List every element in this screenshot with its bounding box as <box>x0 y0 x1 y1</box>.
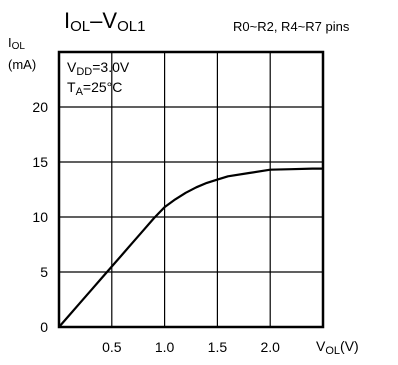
y-axis-label: IOL (mA) <box>8 35 37 72</box>
y-tick-label: 15 <box>32 154 48 170</box>
chart-title: IOL–VOL1 <box>64 8 146 35</box>
x-tick-label: 2.0 <box>260 339 280 355</box>
condition-vdd: VDD=3.0V <box>67 59 130 78</box>
x-tick-label: 1.5 <box>208 339 228 355</box>
chart-subtitle: R0~R2, R4~R7 pins <box>233 19 350 34</box>
y-tick-label: 0 <box>40 319 48 335</box>
x-tick-label: 1.0 <box>155 339 175 355</box>
condition-ta: TA=25°C <box>67 79 123 98</box>
data-line <box>58 167 323 328</box>
x-axis-label: VOL(V) <box>316 338 359 357</box>
x-tick-label: 0.5 <box>102 339 122 355</box>
y-tick-label: 20 <box>32 99 48 115</box>
plot-frame <box>57 50 325 329</box>
y-tick-label: 5 <box>40 264 48 280</box>
y-tick-label: 10 <box>32 209 48 225</box>
